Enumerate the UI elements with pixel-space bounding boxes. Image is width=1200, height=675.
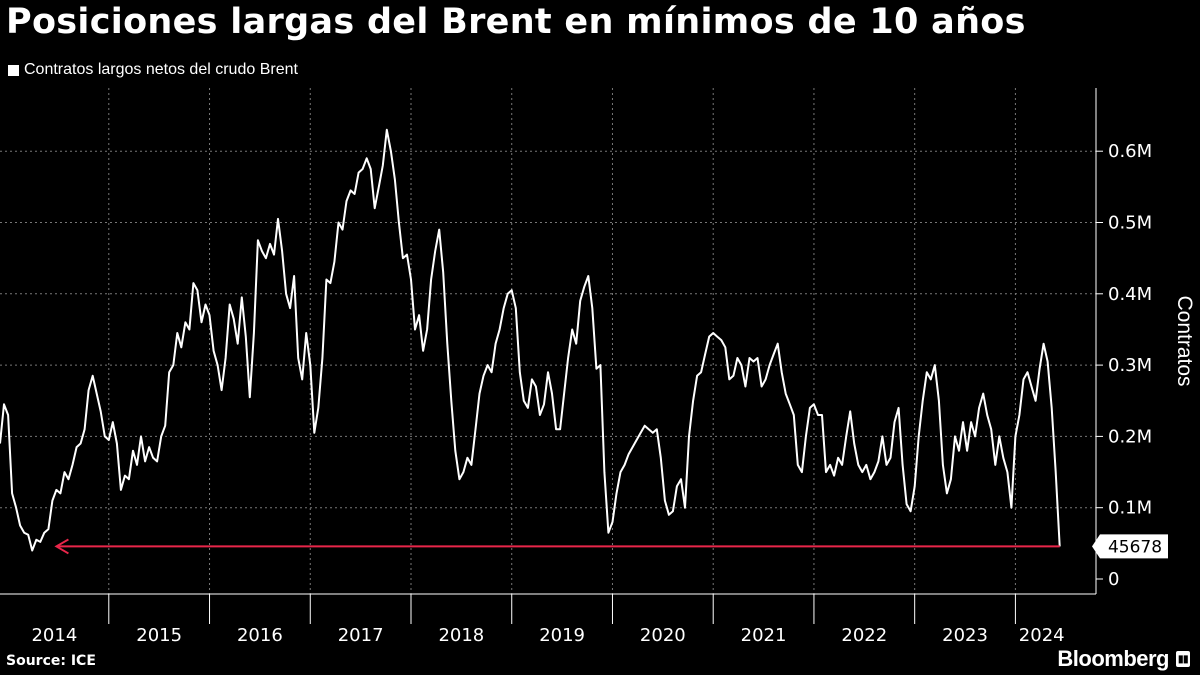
x-tick-label-2023: 2023	[942, 625, 988, 646]
y-tick-label-6: 0.6M	[1108, 141, 1152, 162]
arrow-head	[54, 538, 69, 555]
x-tick-label-2022: 2022	[841, 625, 887, 646]
legend: Contratos largos netos del crudo Brent	[8, 61, 298, 79]
source-note: Source: ICE	[6, 653, 96, 669]
y-tick-label-2: 0.2M	[1108, 426, 1152, 447]
y-tick-label-4: 0.4M	[1108, 284, 1152, 305]
bloomberg-logo: Bloomberg ▮▮	[1057, 646, 1190, 672]
x-tick-label-2017: 2017	[338, 625, 384, 646]
x-tick-label-2018: 2018	[438, 625, 484, 646]
y-tick-label-0: 0	[1108, 569, 1119, 590]
chart-title: Posiciones largas del Brent en mínimos d…	[6, 2, 1026, 42]
x-tick-label-2015: 2015	[136, 625, 182, 646]
x-tick-label-2020: 2020	[640, 625, 686, 646]
x-tick-label-2021: 2021	[741, 625, 787, 646]
legend-swatch	[8, 64, 19, 76]
x-tick-label-2014: 2014	[31, 625, 77, 646]
y-axis-title: Contratos	[1173, 295, 1196, 386]
y-tick-label-1: 0.1M	[1108, 498, 1152, 519]
value-callout	[1092, 534, 1168, 559]
x-tick-label-2016: 2016	[237, 625, 283, 646]
x-tick-label-2019: 2019	[539, 625, 585, 646]
brand-name: Bloomberg	[1057, 646, 1169, 671]
series-line	[0, 128, 1061, 552]
chart-badge-icon: ▮▮	[1176, 651, 1190, 667]
x-tick-label-2024: 2024	[1019, 625, 1065, 646]
y-tick-label-5: 0.5M	[1108, 213, 1152, 234]
value-callout-label: 45678	[1108, 537, 1162, 557]
y-tick-label-3: 0.3M	[1108, 355, 1152, 376]
legend-label: Contratos largos netos del crudo Brent	[24, 61, 298, 78]
